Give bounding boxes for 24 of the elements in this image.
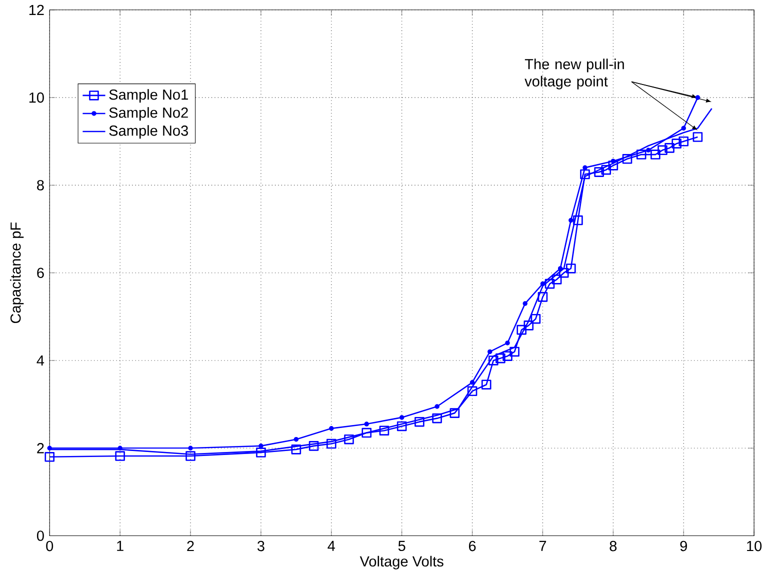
- y-tick-label: 4: [36, 355, 44, 366]
- y-tick-label: 0: [36, 530, 44, 541]
- y-tick-label: 10: [29, 92, 44, 103]
- x-tick-label: 3: [257, 540, 264, 551]
- x-tick-label: 7: [539, 540, 546, 551]
- y-tick-label: 2: [37, 442, 44, 454]
- y-axis-title: Capacitance pF: [10, 222, 24, 323]
- x-tick-label: 10: [747, 540, 762, 551]
- y-tick-label: 12: [29, 4, 44, 15]
- x-tick-label: 8: [610, 540, 617, 551]
- x-axis-title: Voltage Volts: [360, 556, 444, 570]
- x-tick-label: 1: [117, 540, 124, 551]
- x-tick-label: 2: [187, 540, 194, 551]
- x-tick-label: 0: [46, 540, 54, 551]
- annotation: The new pull-in voltage point: [524, 58, 624, 90]
- x-tick-label: 6: [468, 540, 476, 551]
- legend-label: Sample No1: [109, 88, 188, 102]
- legend-label: Sample No2: [109, 106, 188, 120]
- x-tick-label: 4: [328, 540, 335, 551]
- x-tick-label: 5: [398, 540, 406, 551]
- y-tick-label: 6: [37, 268, 44, 278]
- legend-label: Sample No3: [109, 124, 188, 138]
- x-tick-label: 9: [680, 540, 687, 551]
- y-tick-label: 8: [37, 180, 44, 190]
